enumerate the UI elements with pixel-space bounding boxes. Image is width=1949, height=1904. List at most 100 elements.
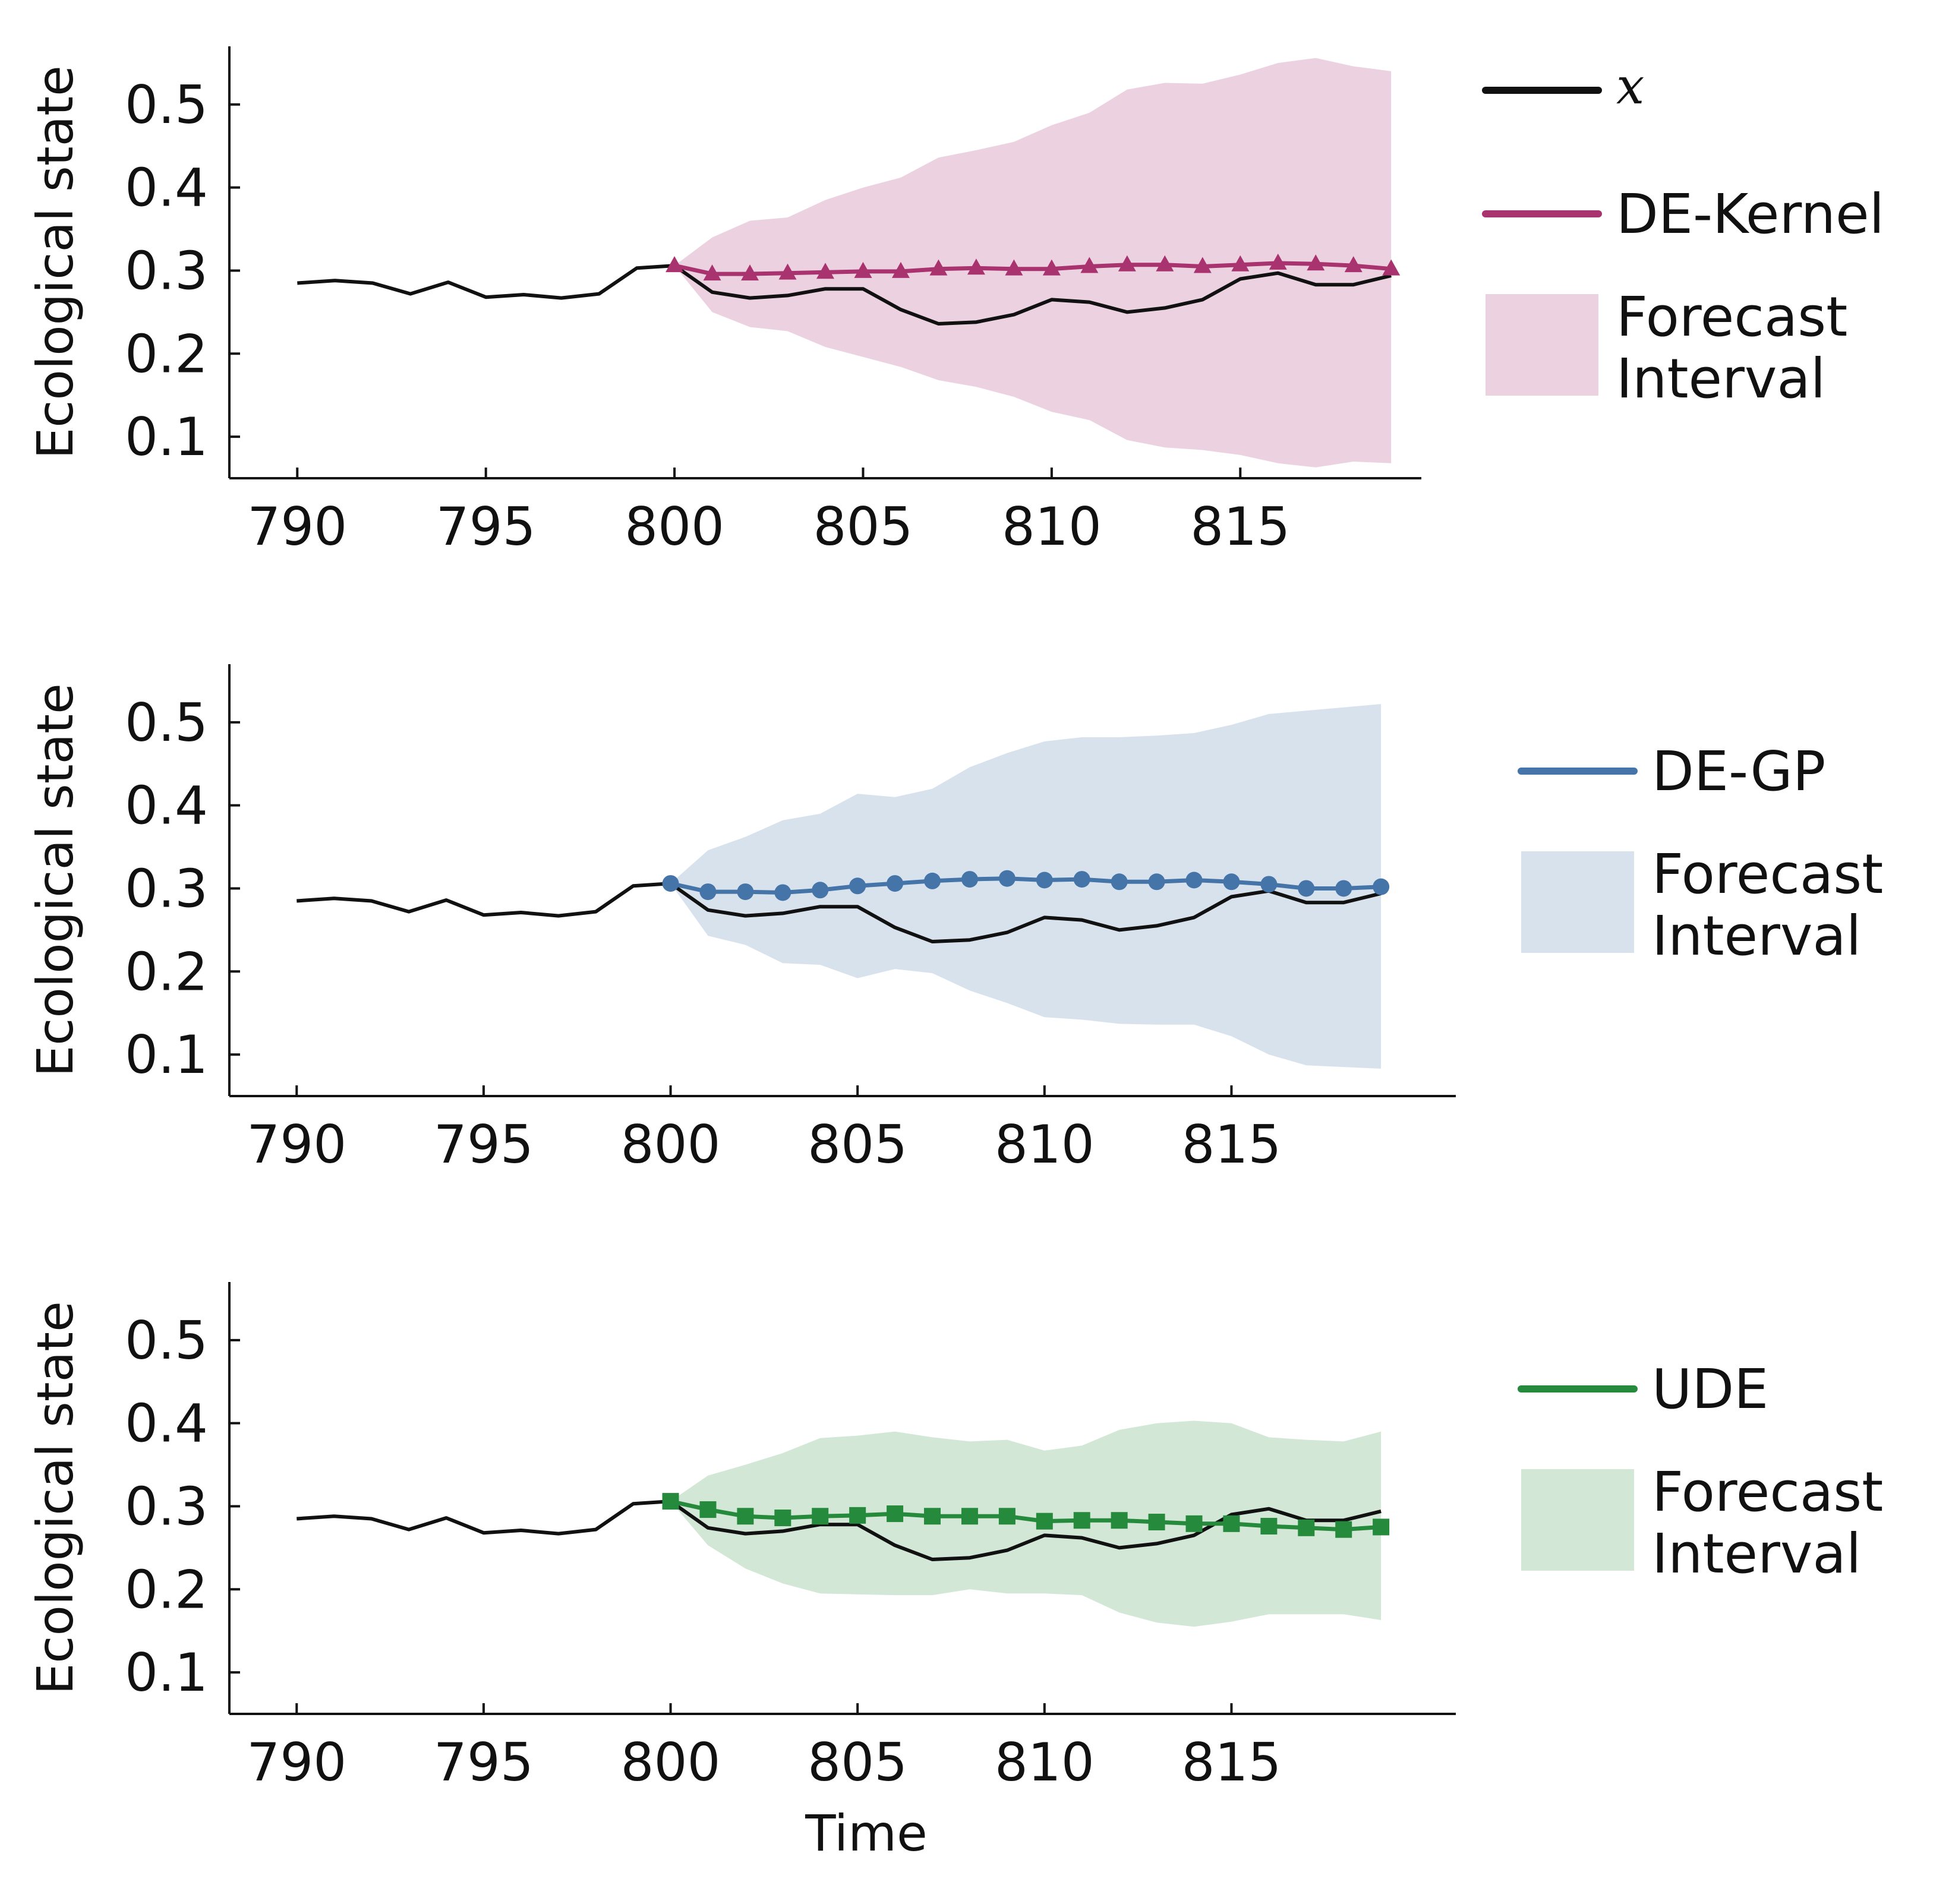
- data-point-marker: [1005, 259, 1023, 276]
- x-tick-label: 800: [621, 1114, 721, 1175]
- data-point-marker: [1118, 255, 1136, 271]
- data-point-marker: [816, 263, 834, 279]
- data-point-marker: [1344, 256, 1363, 273]
- x-tick-label: 815: [1181, 1732, 1281, 1793]
- data-point-marker: [1073, 871, 1090, 888]
- legend-patch-swatch: [1521, 853, 1634, 953]
- data-point-marker: [1269, 253, 1287, 270]
- panel-3: 790 795 800 805 810 815 0.1 0.2 0.3 0.4 0.5 Ecologi…: [26, 1282, 1883, 1862]
- y-tick-label: 0.3: [125, 858, 208, 919]
- data-point-marker: [662, 875, 679, 892]
- data-point-marker: [699, 1501, 717, 1518]
- legend-label: x: [1616, 57, 1644, 115]
- data-point-marker: [1335, 1521, 1352, 1538]
- data-point-marker: [1042, 259, 1061, 276]
- data-point-marker: [1223, 873, 1240, 891]
- data-point-marker: [1382, 259, 1401, 276]
- data-point-marker: [1307, 254, 1325, 271]
- y-axis-title: Ecological state: [26, 65, 84, 459]
- data-point-marker: [854, 261, 872, 278]
- data-point-marker: [741, 264, 759, 281]
- forecast-interval-band: [670, 1420, 1382, 1627]
- data-point-marker: [1231, 255, 1250, 271]
- data-point-marker: [1073, 1512, 1090, 1529]
- x-tick-label: 790: [247, 496, 347, 557]
- x-tick-label: 810: [995, 1732, 1095, 1793]
- data-point-marker: [924, 872, 941, 889]
- data-point-marker: [1148, 1514, 1165, 1531]
- x-tick-label: 805: [808, 1114, 907, 1175]
- data-point-marker: [1298, 880, 1315, 897]
- y-axis-title: Ecological state: [26, 1301, 84, 1695]
- x-tick-label: 805: [808, 1732, 907, 1793]
- legend-label: Forecast: [1652, 1460, 1883, 1524]
- data-point-marker: [778, 263, 797, 280]
- forecast-interval-band: [674, 58, 1392, 468]
- data-point-marker: [998, 1508, 1016, 1525]
- x-tick-label: 790: [247, 1732, 346, 1793]
- y-tick-label: 0.1: [125, 1642, 208, 1703]
- y-tick-label: 0.1: [125, 406, 208, 468]
- data-point-marker: [703, 264, 721, 281]
- y-tick-label: 0.5: [125, 692, 208, 753]
- legend-label: UDE: [1652, 1357, 1768, 1421]
- y-axis-title: Ecological state: [26, 683, 84, 1077]
- x-tick-label: 810: [1002, 496, 1102, 557]
- x-tick-label: 815: [1181, 1114, 1281, 1175]
- data-point-marker: [774, 1510, 791, 1527]
- legend-label: Forecast: [1616, 285, 1847, 349]
- data-point-marker: [1185, 872, 1203, 889]
- data-point-marker: [662, 1493, 679, 1510]
- data-point-marker: [924, 1508, 941, 1525]
- data-point-marker: [1373, 1518, 1390, 1536]
- x-tick-label: 815: [1190, 496, 1290, 557]
- data-point-marker: [1111, 873, 1128, 891]
- y-tick-label: 0.4: [125, 775, 208, 836]
- data-point-marker: [887, 1505, 904, 1523]
- data-point-marker: [1080, 257, 1099, 273]
- y-tick-label: 0.4: [125, 157, 208, 219]
- y-tick-label: 0.3: [125, 240, 208, 301]
- data-point-marker: [849, 877, 866, 895]
- x-axis-title: Time: [805, 1804, 928, 1862]
- x-tick-label: 800: [621, 1732, 721, 1793]
- data-point-marker: [1036, 1513, 1053, 1530]
- legend-label: Interval: [1652, 1522, 1861, 1586]
- x-tick-label: 805: [813, 496, 913, 557]
- data-point-marker: [891, 261, 910, 278]
- legend-label: Interval: [1652, 904, 1861, 968]
- data-point-marker: [1156, 255, 1174, 271]
- data-point-marker: [1298, 1519, 1315, 1536]
- legend-label: Interval: [1616, 347, 1825, 411]
- data-point-marker: [1036, 872, 1053, 889]
- panel-2: 790 795 800 805 810 815 0.1 0.2 0.3 0.4 0.5 Ecologi…: [26, 664, 1883, 1175]
- data-point-marker: [1260, 876, 1278, 893]
- data-point-marker: [666, 256, 684, 273]
- panel-1: 790 795 800 805 810 815 0.1 0.2 0.3 0.4 0.5 Ecologi…: [26, 46, 1884, 557]
- data-point-marker: [849, 1507, 866, 1524]
- y-tick-label: 0.2: [125, 941, 208, 1002]
- y-tick-label: 0.3: [125, 1476, 208, 1537]
- y-tick-label: 0.5: [125, 74, 208, 135]
- data-point-marker: [737, 1508, 754, 1525]
- data-point-marker: [1148, 873, 1165, 891]
- data-point-marker: [929, 259, 948, 276]
- y-tick-label: 0.2: [125, 323, 208, 384]
- legend-label: DE-Kernel: [1616, 182, 1884, 246]
- data-point-marker: [967, 258, 985, 275]
- x-tick-label: 795: [436, 496, 536, 557]
- data-point-marker: [1260, 1518, 1278, 1535]
- x-tick-label: 790: [247, 1114, 346, 1175]
- x-tick-label: 795: [434, 1732, 534, 1793]
- forecast-interval-band: [670, 704, 1382, 1069]
- x-tick-label: 795: [434, 1114, 534, 1175]
- y-tick-label: 0.4: [125, 1393, 208, 1454]
- data-point-marker: [1111, 1512, 1128, 1529]
- forecast-series-line: [674, 261, 1392, 276]
- data-point-marker: [887, 875, 904, 892]
- data-point-marker: [812, 1508, 829, 1525]
